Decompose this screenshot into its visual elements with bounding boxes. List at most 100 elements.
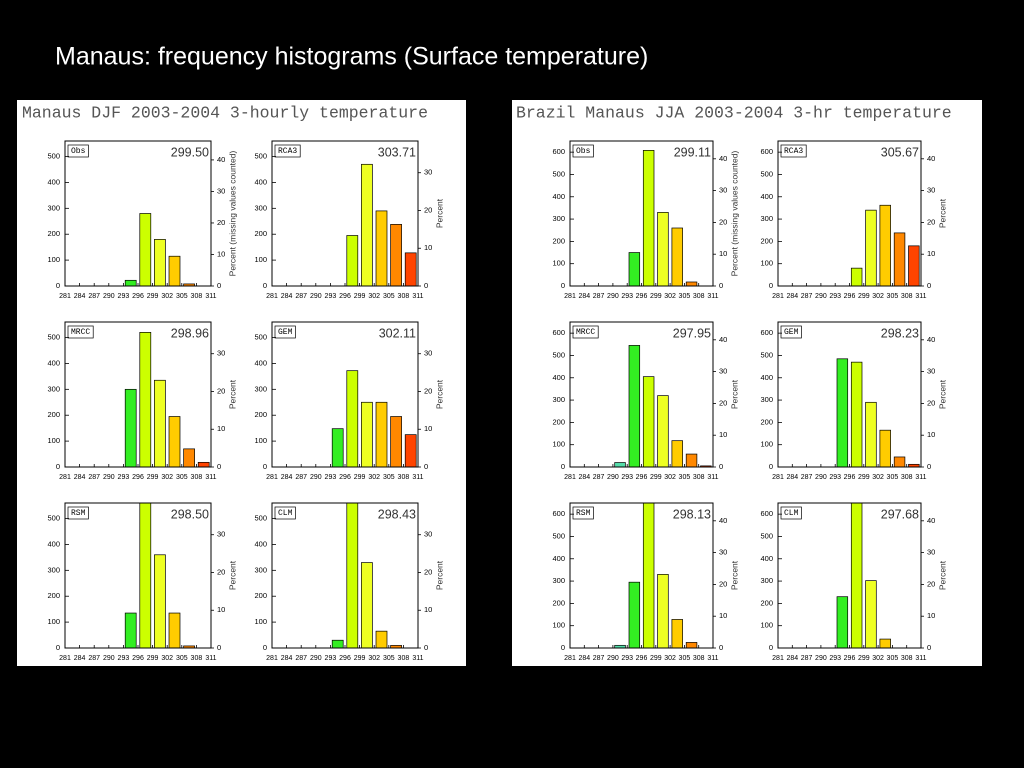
- y2-tick-label: 10: [217, 605, 225, 614]
- figure-title: Manaus DJF 2003-2004 3-hourly temperatur…: [22, 103, 428, 122]
- panel-annotation: 298.50: [171, 507, 209, 521]
- y2-tick-label: 10: [217, 249, 225, 258]
- panel-label: CLM: [784, 509, 799, 518]
- bar: [404, 434, 417, 468]
- bar: [642, 150, 655, 287]
- y-tick-label: 100: [760, 621, 773, 630]
- y2-tick-label: 0: [424, 462, 428, 471]
- x-tick-label: 308: [191, 655, 203, 662]
- y2-tick-label: 0: [719, 462, 723, 471]
- y-tick-label: 100: [47, 617, 60, 626]
- y2-tick-label: 0: [217, 281, 221, 290]
- x-tick-label: 311: [205, 474, 216, 481]
- x-tick-label: 311: [412, 293, 423, 300]
- x-tick-label: 287: [295, 293, 307, 300]
- x-tick-label: 305: [176, 474, 188, 481]
- y2-axis-label: Percent: [729, 379, 739, 409]
- panel-label: Obs: [71, 147, 86, 156]
- bar: [671, 619, 683, 649]
- x-tick-label: 308: [398, 655, 410, 662]
- y-tick-label: 500: [552, 169, 565, 178]
- x-tick-label: 290: [607, 655, 619, 662]
- y-tick-label: 500: [254, 333, 267, 342]
- bar: [154, 379, 166, 468]
- x-tick-label: 308: [191, 293, 203, 300]
- bar: [375, 630, 388, 649]
- bar: [879, 638, 891, 649]
- y2-tick-label: 20: [217, 386, 225, 395]
- y-tick-label: 500: [760, 169, 773, 178]
- x-tick-label: 299: [354, 474, 366, 481]
- y-tick-label: 300: [760, 395, 773, 404]
- y2-tick-label: 30: [719, 186, 727, 195]
- panel-label-box: [780, 325, 802, 339]
- y2-tick-label: 20: [719, 398, 727, 407]
- x-tick-label: 311: [205, 655, 216, 662]
- x-tick-label: 305: [887, 655, 899, 662]
- y-tick-label: 600: [760, 328, 773, 337]
- x-tick-label: 281: [564, 655, 576, 662]
- bar: [685, 453, 698, 468]
- panel-annotation: 299.11: [674, 145, 711, 159]
- bar: [671, 227, 683, 287]
- y-tick-label: 300: [47, 203, 60, 212]
- y-tick-label: 0: [561, 281, 565, 290]
- panel-annotation: 297.68: [881, 507, 919, 521]
- x-tick-label: 296: [636, 655, 648, 662]
- x-tick-label: 281: [772, 293, 784, 300]
- panel-label: RCA3: [278, 147, 297, 156]
- x-tick-label: 293: [118, 293, 130, 300]
- x-tick-label: 284: [281, 474, 293, 481]
- y-tick-label: 300: [760, 214, 773, 223]
- y-tick-label: 400: [552, 554, 565, 563]
- x-tick-label: 305: [383, 293, 395, 300]
- panel-label-box: [67, 506, 89, 520]
- y-tick-label: 0: [561, 643, 565, 652]
- y2-tick-label: 20: [424, 386, 432, 395]
- y2-axis-label: Percent (missing values counted): [227, 150, 237, 276]
- y2-tick-label: 20: [719, 579, 727, 588]
- y-tick-label: 400: [47, 358, 60, 367]
- y2-tick-label: 40: [719, 335, 727, 344]
- y2-tick-label: 10: [424, 605, 432, 614]
- bar: [642, 376, 655, 468]
- y-tick-label: 300: [760, 576, 773, 585]
- y2-axis-label: Percent: [937, 198, 947, 228]
- x-tick-label: 305: [383, 655, 395, 662]
- x-tick-label: 287: [593, 655, 605, 662]
- y2-tick-label: 40: [217, 155, 225, 164]
- x-tick-label: 302: [368, 474, 380, 481]
- x-tick-label: 308: [398, 293, 410, 300]
- y-tick-label: 200: [47, 410, 60, 419]
- x-tick-label: 290: [310, 655, 322, 662]
- y-tick-label: 0: [263, 281, 267, 290]
- x-tick-label: 296: [844, 293, 856, 300]
- x-tick-label: 308: [398, 474, 410, 481]
- bar: [628, 581, 641, 649]
- panel-label-box: [780, 506, 802, 520]
- y-tick-label: 200: [552, 236, 565, 245]
- y2-tick-label: 30: [424, 349, 432, 358]
- y2-tick-label: 0: [927, 462, 931, 471]
- x-tick-label: 299: [354, 655, 366, 662]
- y2-tick-label: 30: [927, 186, 935, 195]
- x-tick-label: 284: [578, 293, 590, 300]
- bar: [850, 361, 863, 468]
- x-tick-label: 290: [103, 293, 115, 300]
- x-tick-label: 305: [887, 293, 899, 300]
- bar: [850, 502, 863, 649]
- y2-tick-label: 40: [927, 516, 935, 525]
- y2-axis-label: Percent: [434, 198, 444, 228]
- x-tick-label: 281: [266, 655, 278, 662]
- x-tick-label: 284: [578, 655, 590, 662]
- x-tick-label: 311: [707, 293, 718, 300]
- bar: [124, 612, 137, 649]
- bar: [865, 209, 877, 287]
- y-tick-label: 200: [47, 229, 60, 238]
- x-tick-label: 311: [205, 293, 216, 300]
- x-tick-label: 293: [325, 293, 337, 300]
- bar: [154, 239, 166, 287]
- y2-tick-label: 0: [719, 643, 723, 652]
- bar: [836, 358, 849, 468]
- bar: [361, 401, 373, 468]
